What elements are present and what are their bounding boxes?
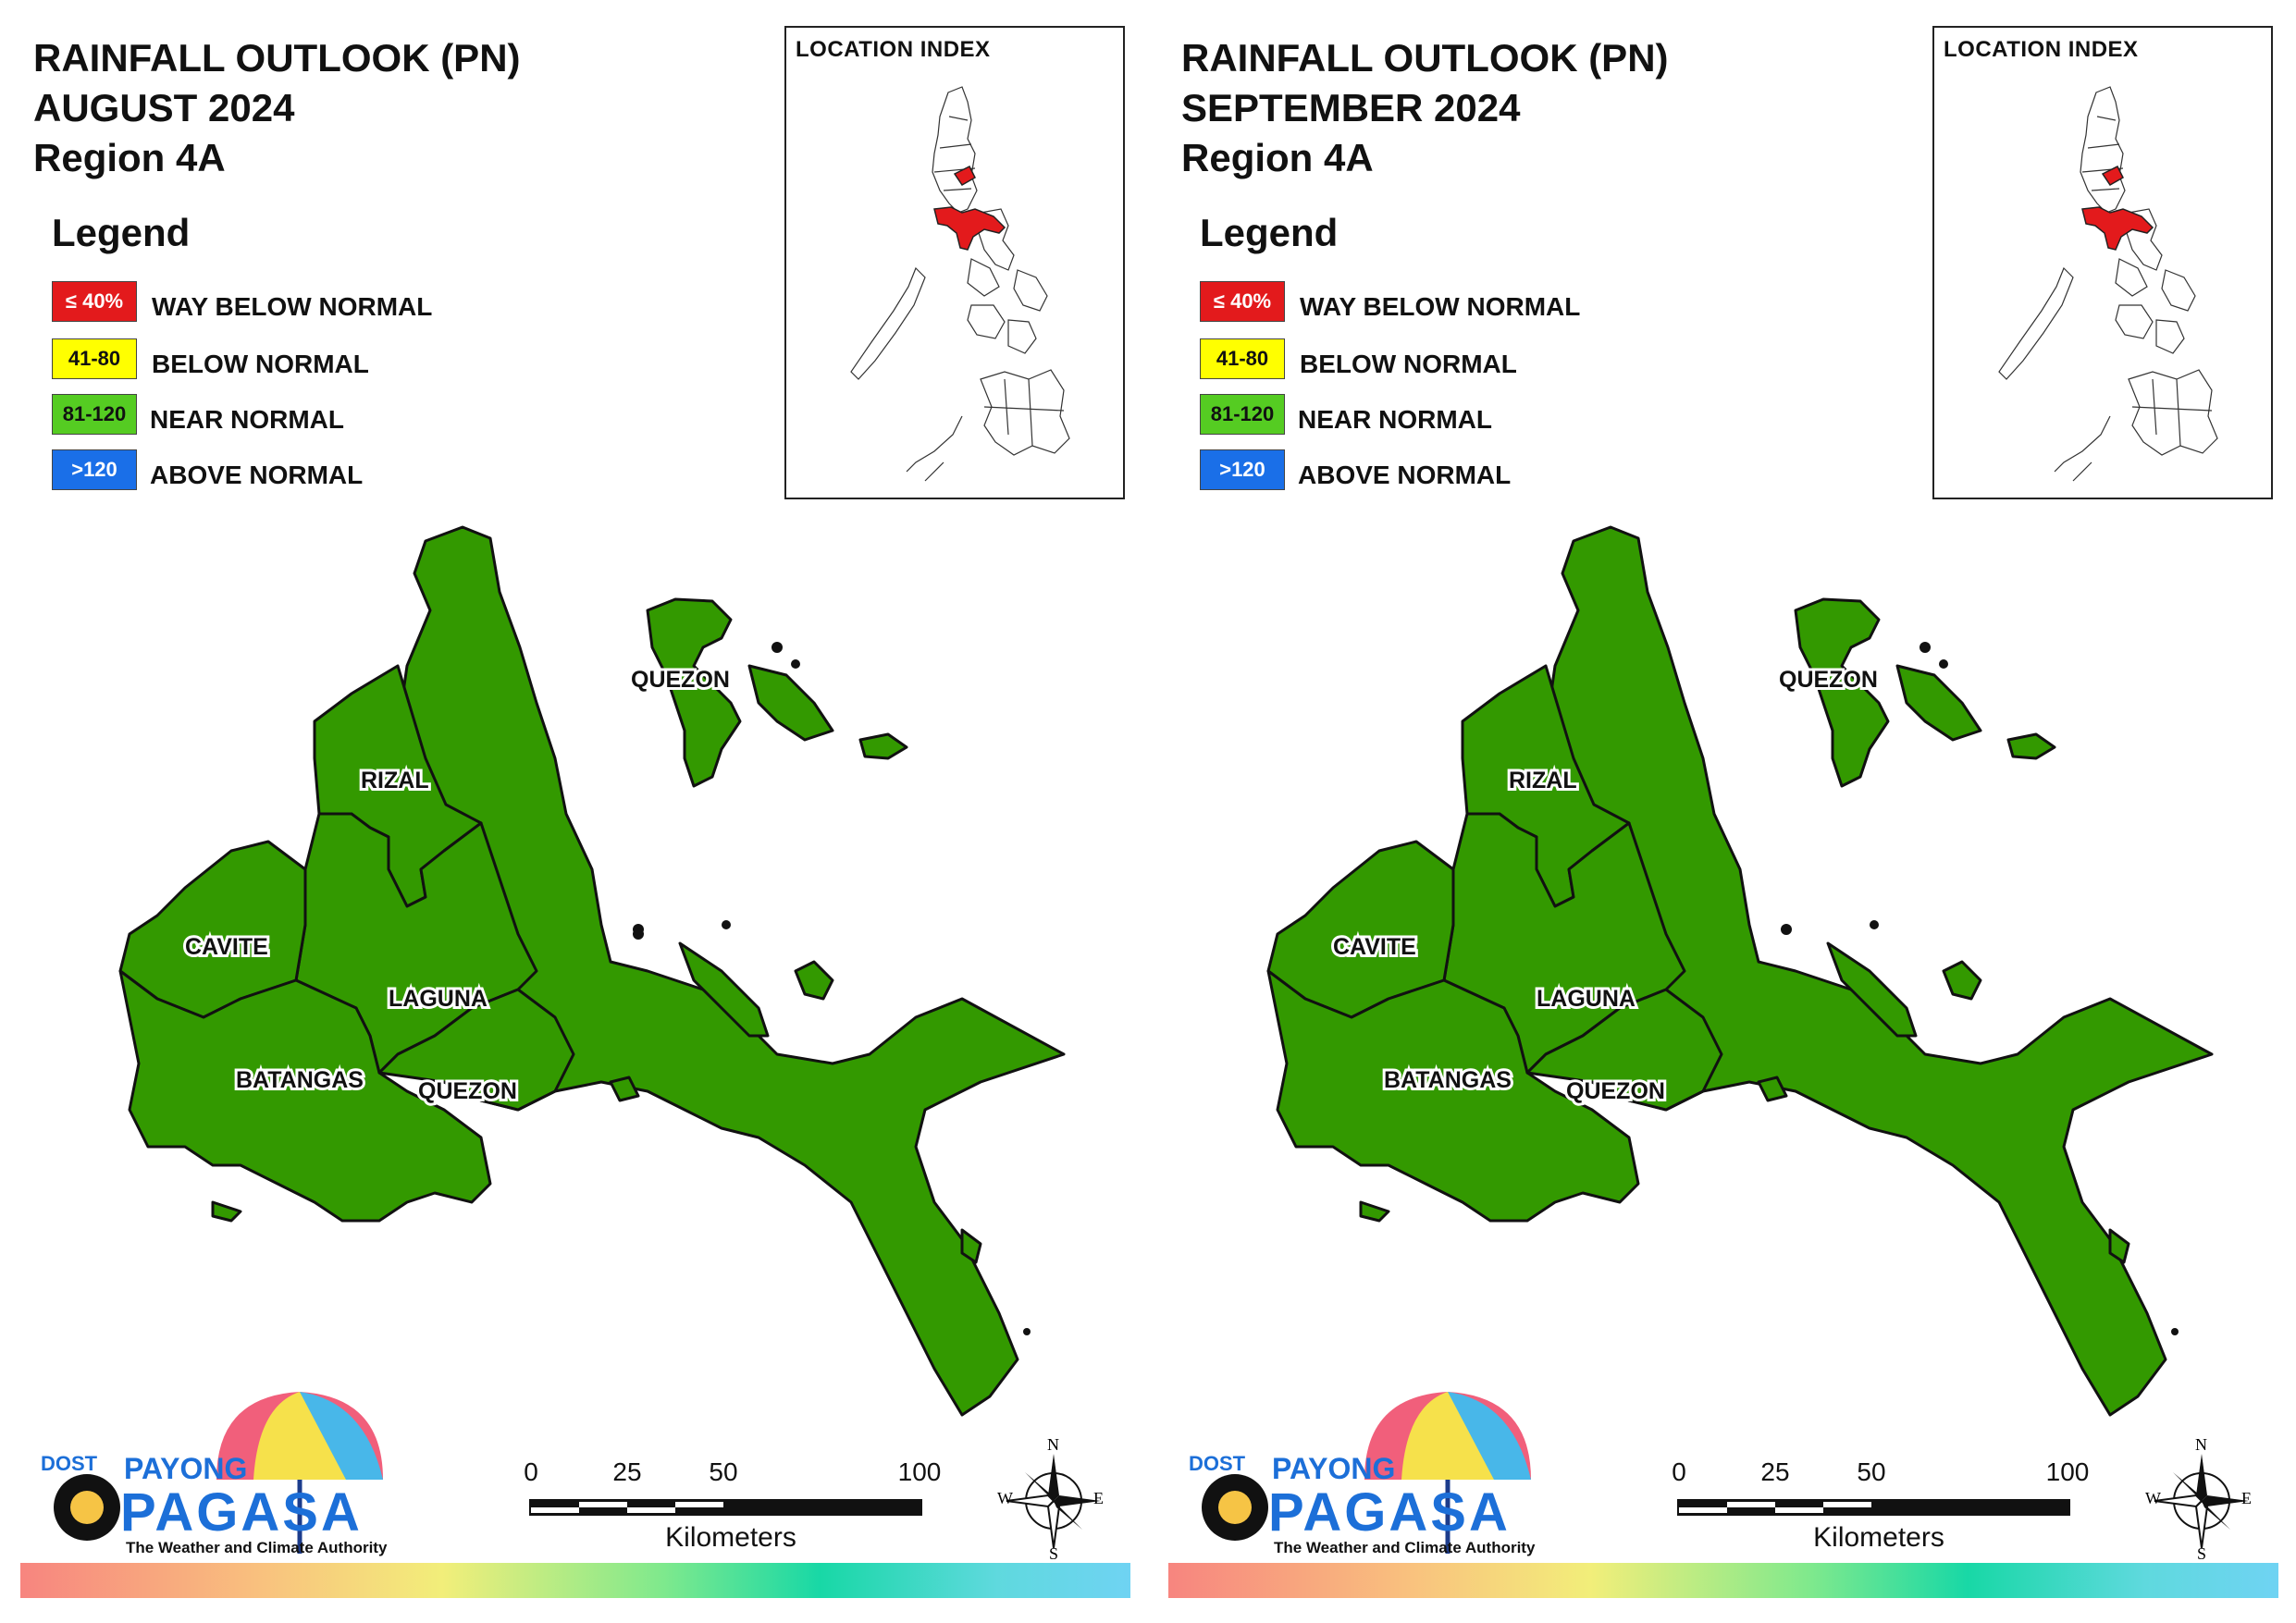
scale-bar: 0 25 50 100 Kilometers bbox=[518, 1457, 944, 1559]
province-label-quezon-north: QUEZON bbox=[1779, 667, 1878, 693]
legend-label: ABOVE NORMAL bbox=[150, 461, 364, 489]
legend-title: Legend bbox=[52, 211, 191, 254]
legend-label: WAY BELOW NORMAL bbox=[1300, 292, 1581, 321]
region-4a-highlight bbox=[2081, 206, 2154, 251]
legend-swatch: >120 bbox=[1200, 449, 1285, 490]
legend-label: NEAR NORMAL bbox=[1298, 405, 1492, 434]
batangas-province-shape bbox=[118, 969, 492, 1223]
province-label-rizal: RIZAL bbox=[1509, 768, 1577, 793]
region-4a-highlight bbox=[933, 206, 1006, 251]
province-label-batangas: BATANGAS bbox=[236, 1067, 364, 1093]
scale-unit: Kilometers bbox=[665, 1522, 796, 1553]
compass-s: S bbox=[2197, 1544, 2207, 1563]
map-title: RAINFALL OUTLOOK (PN) AUGUST 2024 Region… bbox=[33, 33, 521, 183]
title-line-3: Region 4A bbox=[33, 136, 226, 179]
province-label-quezon-south: QUEZON bbox=[418, 1078, 517, 1104]
logo-dost-text: DOST bbox=[41, 1452, 98, 1475]
province-label-quezon-north: QUEZON bbox=[631, 667, 730, 693]
scale-tick: 25 bbox=[1760, 1457, 1790, 1486]
scale-tick: 25 bbox=[612, 1457, 642, 1486]
legend-swatch: 41-80 bbox=[1200, 338, 1285, 379]
scale-tick: 50 bbox=[709, 1457, 738, 1486]
scale-tick: 0 bbox=[1672, 1457, 1686, 1486]
compass-s: S bbox=[1049, 1544, 1059, 1563]
legend-swatch: 81-120 bbox=[52, 394, 137, 435]
location-index-map: LOCATION INDEX bbox=[784, 26, 1125, 499]
legend-swatch: 81-120 bbox=[1200, 394, 1285, 435]
province-label-rizal: RIZAL bbox=[361, 768, 429, 793]
color-gradient-bar bbox=[20, 1563, 1130, 1598]
legend-label: NEAR NORMAL bbox=[150, 405, 344, 434]
logo-dost-text: DOST bbox=[1189, 1452, 1246, 1475]
title-line-1: RAINFALL OUTLOOK (PN) bbox=[33, 36, 521, 80]
title-line-2: SEPTEMBER 2024 bbox=[1181, 86, 1521, 129]
location-index-title: LOCATION INDEX bbox=[796, 37, 991, 62]
logo-pagasa-text: PAGASA bbox=[1268, 1482, 1511, 1543]
scale-tick: 0 bbox=[524, 1457, 538, 1486]
legend-swatch: ≤ 40% bbox=[52, 281, 137, 322]
title-line-2: AUGUST 2024 bbox=[33, 86, 295, 129]
logo-tagline: The Weather and Climate Authority bbox=[126, 1539, 388, 1556]
province-label-quezon-south: QUEZON bbox=[1566, 1078, 1665, 1104]
location-index-title: LOCATION INDEX bbox=[1944, 37, 2139, 62]
outlook-panel-august: RAINFALL OUTLOOK (PN) AUGUST 2024 Region… bbox=[20, 26, 1130, 1598]
philippines-outline-map bbox=[1998, 86, 2218, 482]
philippines-outline-map bbox=[850, 86, 1070, 482]
scale-bar: 0 25 50 100 Kilometers bbox=[1666, 1457, 2092, 1559]
outlook-panel-september: RAINFALL OUTLOOK (PN) SEPTEMBER 2024 Reg… bbox=[1148, 0, 2296, 1623]
legend-swatch: >120 bbox=[52, 449, 137, 490]
title-line-3: Region 4A bbox=[1181, 136, 1374, 179]
logo-tagline: The Weather and Climate Authority bbox=[1274, 1539, 1536, 1556]
scale-tick: 100 bbox=[2045, 1457, 2090, 1486]
province-label-laguna: LAGUNA bbox=[1537, 986, 1636, 1012]
legend-swatch: 41-80 bbox=[52, 338, 137, 379]
region-4a-provinces-map: QUEZON RIZAL CAVITE LAGUNA BATANGAS QUEZ… bbox=[1266, 525, 2214, 1417]
north-arrow-compass: N S E W bbox=[2145, 1435, 2258, 1563]
province-label-laguna: LAGUNA bbox=[389, 986, 488, 1012]
logo-pagasa-text: PAGASA bbox=[120, 1482, 363, 1543]
location-index-map: LOCATION INDEX bbox=[1932, 26, 2273, 499]
payong-pagasa-logo: DOST PAYONG PAGASA The Weather and Clima… bbox=[1179, 1387, 1540, 1563]
compass-w: W bbox=[997, 1489, 1013, 1507]
batangas-province-shape bbox=[1266, 969, 1640, 1223]
legend-title: Legend bbox=[1200, 211, 1339, 254]
legend-label: BELOW NORMAL bbox=[1300, 350, 1517, 378]
province-label-batangas: BATANGAS bbox=[1384, 1067, 1512, 1093]
legend-label: ABOVE NORMAL bbox=[1298, 461, 1512, 489]
legend-label: BELOW NORMAL bbox=[152, 350, 369, 378]
scale-unit: Kilometers bbox=[1813, 1522, 1944, 1553]
color-gradient-bar bbox=[1168, 1563, 2278, 1598]
compass-n: N bbox=[1047, 1435, 1059, 1454]
compass-e: E bbox=[1093, 1489, 1104, 1507]
province-label-cavite: CAVITE bbox=[185, 934, 268, 960]
logo-payong-text: PAYONG bbox=[124, 1452, 248, 1485]
legend-swatch: ≤ 40% bbox=[1200, 281, 1285, 322]
logo-payong-text: PAYONG bbox=[1272, 1452, 1396, 1485]
map-title: RAINFALL OUTLOOK (PN) SEPTEMBER 2024 Reg… bbox=[1181, 33, 1669, 183]
scale-tick: 50 bbox=[1857, 1457, 1886, 1486]
province-label-cavite: CAVITE bbox=[1333, 934, 1416, 960]
payong-pagasa-logo: DOST PAYONG PAGASA The Weather and Clima… bbox=[31, 1387, 392, 1563]
region-4a-provinces-map: QUEZON RIZAL CAVITE LAGUNA BATANGAS QUEZ… bbox=[118, 525, 1066, 1417]
legend-label: WAY BELOW NORMAL bbox=[152, 292, 433, 321]
title-line-1: RAINFALL OUTLOOK (PN) bbox=[1181, 36, 1669, 80]
compass-e: E bbox=[2241, 1489, 2252, 1507]
compass-n: N bbox=[2195, 1435, 2207, 1454]
compass-w: W bbox=[2145, 1489, 2161, 1507]
north-arrow-compass: N S E W bbox=[997, 1435, 1110, 1563]
scale-tick: 100 bbox=[897, 1457, 942, 1486]
